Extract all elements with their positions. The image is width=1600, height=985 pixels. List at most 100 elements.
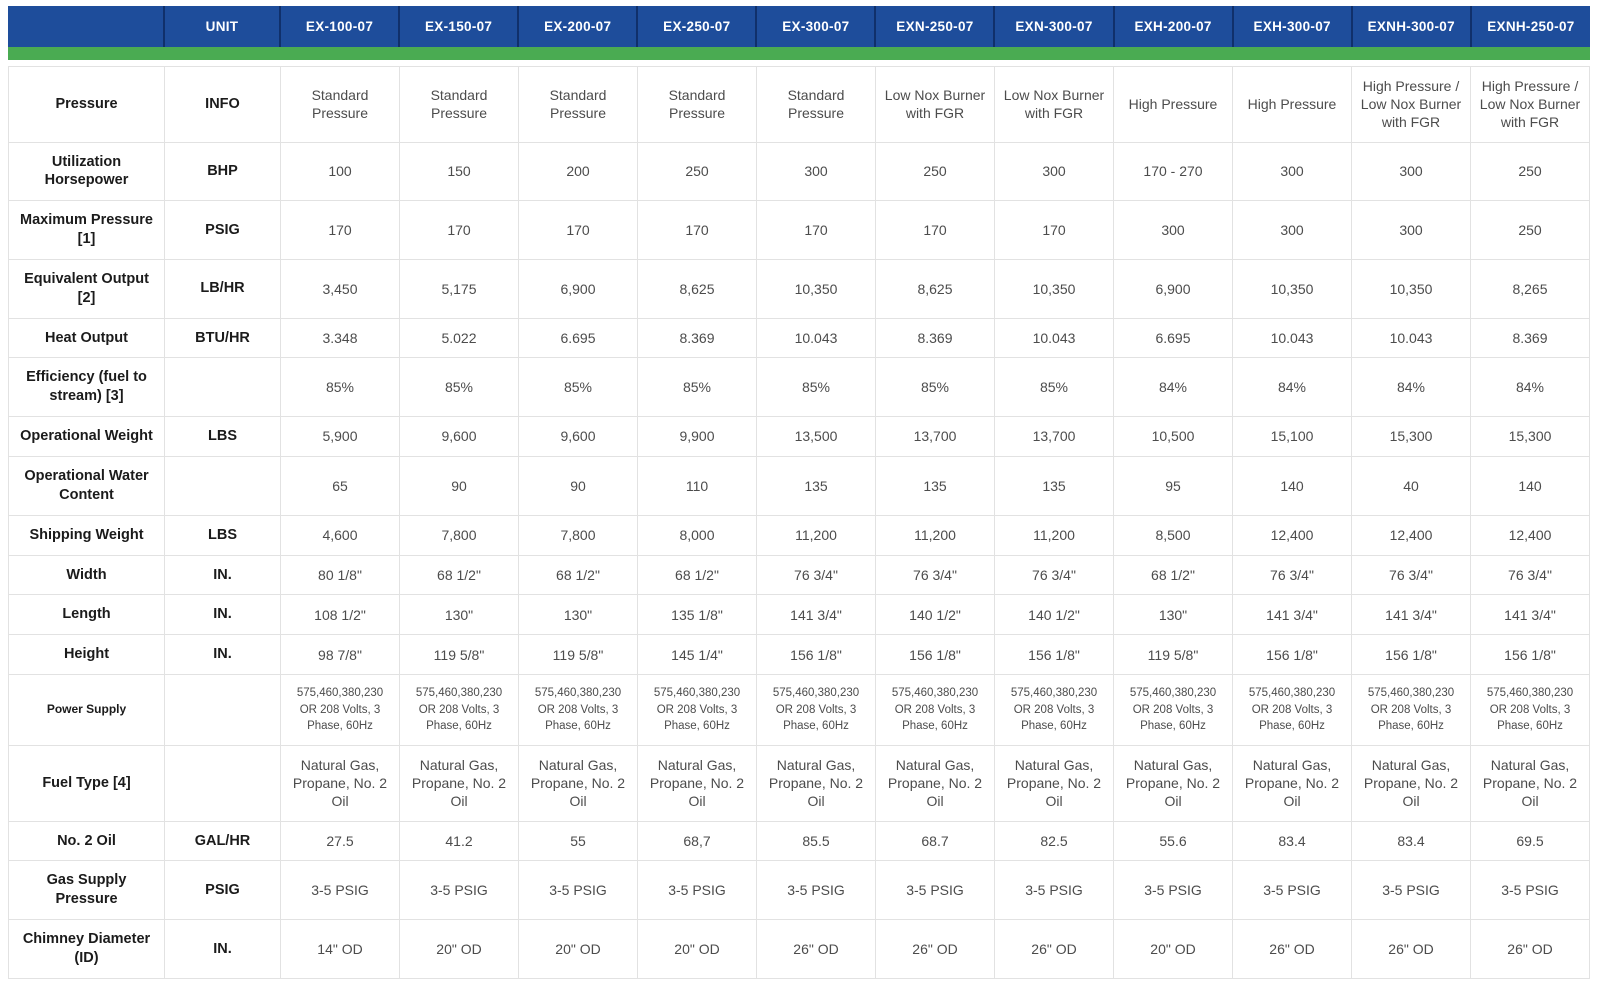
value-cell: 26" OD bbox=[756, 919, 876, 979]
spec-rows: Pressure INFO Standard Pressure Standard Pr… bbox=[8, 66, 1590, 979]
unit-cell: LBS bbox=[164, 514, 281, 556]
value-cell: Natural Gas, Propane, No. 2 Oil bbox=[875, 745, 995, 822]
value-cell: 575,460,380,230 OR 208 Volts, 3 Phase, 6… bbox=[1232, 674, 1352, 747]
value-cell: 20" OD bbox=[637, 919, 757, 979]
unit-cell: LBS bbox=[164, 416, 281, 457]
unit-cell bbox=[164, 456, 281, 516]
value-cell: 84% bbox=[1113, 357, 1233, 418]
value-cell: 145 1/4" bbox=[637, 634, 757, 676]
value-cell: 3-5 PSIG bbox=[399, 860, 519, 921]
table-row: Utilization Horsepower BHP 100 150 200 250 300… bbox=[8, 141, 1590, 202]
row-label: Efficiency (fuel to stream) [3] bbox=[8, 357, 165, 418]
model-column-header: EX-100-07 bbox=[278, 6, 400, 47]
value-cell: 119 5/8" bbox=[518, 634, 638, 676]
row-label: Width bbox=[8, 554, 165, 596]
value-cell: 8.369 bbox=[637, 317, 757, 359]
value-cell: 575,460,380,230 OR 208 Volts, 3 Phase, 6… bbox=[875, 674, 995, 747]
value-cell: 575,460,380,230 OR 208 Volts, 3 Phase, 6… bbox=[280, 674, 400, 747]
value-cell: Low Nox Burner with FGR bbox=[875, 66, 995, 143]
value-cell: 135 bbox=[756, 456, 876, 516]
value-cell: Natural Gas, Propane, No. 2 Oil bbox=[994, 745, 1114, 822]
value-cell: 150 bbox=[399, 141, 519, 202]
model-column-header: EX-200-07 bbox=[517, 6, 638, 47]
unit-cell bbox=[164, 745, 281, 822]
value-cell: 135 bbox=[875, 456, 995, 516]
value-cell: 68 1/2" bbox=[399, 554, 519, 596]
value-cell: 85% bbox=[994, 357, 1114, 418]
value-cell: 575,460,380,230 OR 208 Volts, 3 Phase, 6… bbox=[994, 674, 1114, 747]
value-cell: 8.369 bbox=[875, 317, 995, 359]
value-cell: 3,450 bbox=[280, 258, 400, 319]
value-cell: 170 bbox=[518, 200, 638, 260]
value-cell: Low Nox Burner with FGR bbox=[994, 66, 1114, 143]
value-cell: 141 3/4" bbox=[1232, 594, 1352, 636]
table-row: Power Supply 575,460,380,230 OR 208 Volts… bbox=[8, 674, 1590, 747]
value-cell: 76 3/4" bbox=[756, 554, 876, 596]
row-label: Gas Supply Pressure bbox=[8, 860, 165, 921]
value-cell: 575,460,380,230 OR 208 Volts, 3 Phase, 6… bbox=[756, 674, 876, 747]
value-cell: 170 bbox=[994, 200, 1114, 260]
value-cell: 300 bbox=[1113, 200, 1233, 260]
value-cell: Natural Gas, Propane, No. 2 Oil bbox=[637, 745, 757, 822]
value-cell: Natural Gas, Propane, No. 2 Oil bbox=[756, 745, 876, 822]
value-cell: 76 3/4" bbox=[1351, 554, 1471, 596]
value-cell: 575,460,380,230 OR 208 Volts, 3 Phase, 6… bbox=[399, 674, 519, 747]
value-cell: 20" OD bbox=[1113, 919, 1233, 979]
value-cell: 27.5 bbox=[280, 820, 400, 862]
unit-cell: IN. bbox=[164, 919, 281, 979]
value-cell: 40 bbox=[1351, 456, 1471, 516]
value-cell: 26" OD bbox=[1470, 919, 1590, 979]
value-cell: 250 bbox=[1470, 200, 1590, 260]
model-column-header: EXH-200-07 bbox=[1112, 6, 1233, 47]
value-cell: 13,700 bbox=[994, 416, 1114, 457]
value-cell: 13,500 bbox=[756, 416, 876, 457]
row-label: No. 2 Oil bbox=[8, 820, 165, 862]
boiler-spec-sheet: UNIT EX-100-07 EX-150-07 EX-200-07 EX-250-07… bbox=[8, 6, 1590, 979]
value-cell: 140 bbox=[1470, 456, 1590, 516]
value-cell: 3.348 bbox=[280, 317, 400, 359]
value-cell: 11,200 bbox=[994, 514, 1114, 556]
value-cell: Standard Pressure bbox=[280, 66, 400, 143]
value-cell: Standard Pressure bbox=[756, 66, 876, 143]
value-cell: 156 1/8" bbox=[994, 634, 1114, 676]
value-cell: 3-5 PSIG bbox=[637, 860, 757, 921]
table-row: Length IN. 108 1/2" 130" 130" 135 1/8" 141 3/4… bbox=[8, 594, 1590, 636]
value-cell: 68 1/2" bbox=[1113, 554, 1233, 596]
table-row: Equivalent Output [2] LB/HR 3,450 5,175 6,90… bbox=[8, 258, 1590, 319]
model-column-header: EXN-250-07 bbox=[874, 6, 995, 47]
value-cell: 300 bbox=[1232, 141, 1352, 202]
value-cell: 3-5 PSIG bbox=[1470, 860, 1590, 921]
value-cell: 170 bbox=[875, 200, 995, 260]
value-cell: High Pressure / Low Nox Burner with FGR bbox=[1351, 66, 1471, 143]
value-cell: 6.695 bbox=[1113, 317, 1233, 359]
value-cell: Natural Gas, Propane, No. 2 Oil bbox=[1351, 745, 1471, 822]
value-cell: 3-5 PSIG bbox=[875, 860, 995, 921]
value-cell: 6,900 bbox=[518, 258, 638, 319]
value-cell: 10.043 bbox=[1351, 317, 1471, 359]
value-cell: 575,460,380,230 OR 208 Volts, 3 Phase, 6… bbox=[637, 674, 757, 747]
value-cell: 95 bbox=[1113, 456, 1233, 516]
value-cell: 76 3/4" bbox=[1232, 554, 1352, 596]
row-label: Utilization Horsepower bbox=[8, 141, 165, 202]
value-cell: 90 bbox=[399, 456, 519, 516]
value-cell: 14" OD bbox=[280, 919, 400, 979]
value-cell: Natural Gas, Propane, No. 2 Oil bbox=[399, 745, 519, 822]
unit-cell: BHP bbox=[164, 141, 281, 202]
value-cell: 110 bbox=[637, 456, 757, 516]
value-cell: 170 bbox=[756, 200, 876, 260]
table-row: Fuel Type [4] Natural Gas, Propane, No. 2… bbox=[8, 745, 1590, 822]
value-cell: 76 3/4" bbox=[994, 554, 1114, 596]
value-cell: 5,175 bbox=[399, 258, 519, 319]
value-cell: 300 bbox=[756, 141, 876, 202]
value-cell: 76 3/4" bbox=[1470, 554, 1590, 596]
value-cell: 3-5 PSIG bbox=[1232, 860, 1352, 921]
unit-column-header: UNIT bbox=[163, 6, 280, 47]
value-cell: 3-5 PSIG bbox=[518, 860, 638, 921]
value-cell: 98 7/8" bbox=[280, 634, 400, 676]
spec-table-body: Pressure INFO Standard Pressure Standard Pr… bbox=[8, 66, 1590, 979]
value-cell: 10.043 bbox=[994, 317, 1114, 359]
value-cell: 3-5 PSIG bbox=[756, 860, 876, 921]
value-cell: 10,350 bbox=[756, 258, 876, 319]
value-cell: Standard Pressure bbox=[399, 66, 519, 143]
value-cell: 170 bbox=[399, 200, 519, 260]
